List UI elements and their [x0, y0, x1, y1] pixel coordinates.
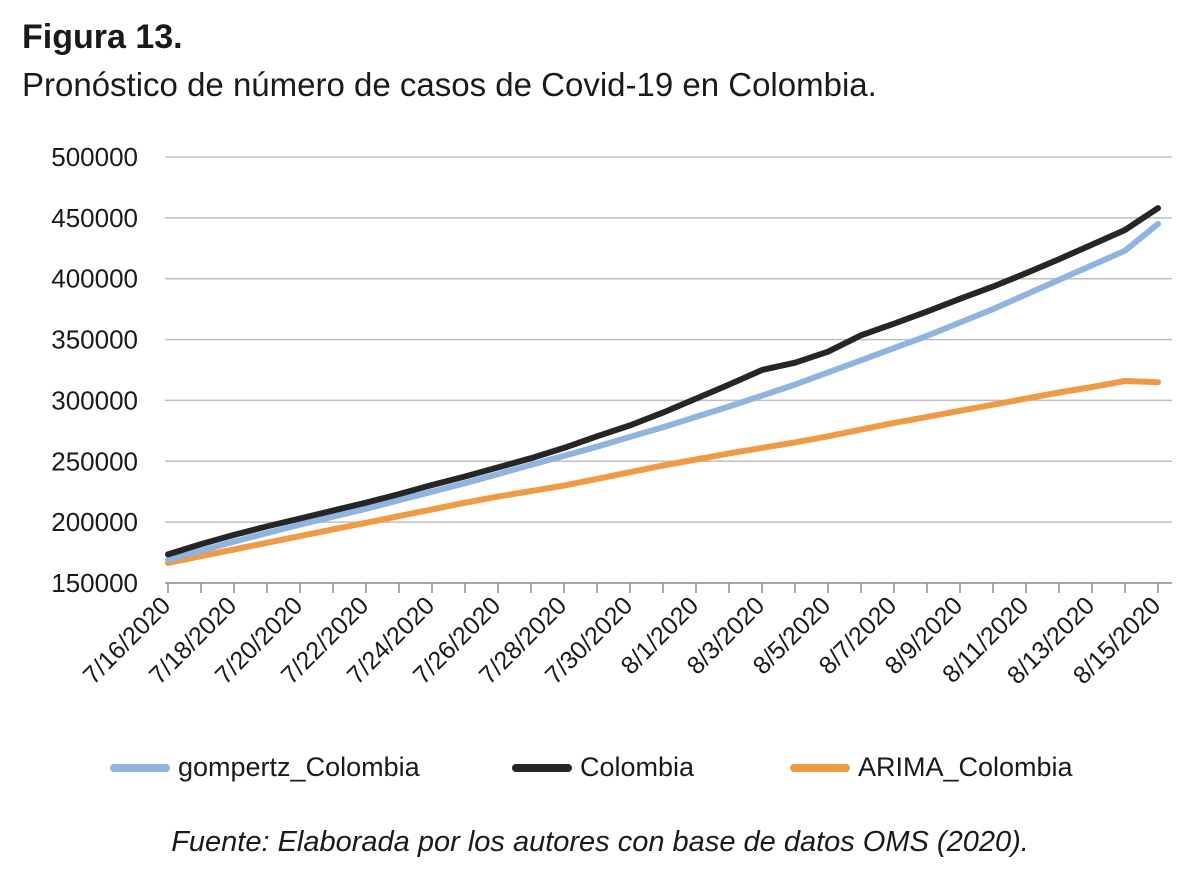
y-tick-label: 200000 [51, 507, 138, 537]
legend-item-gompertz: gompertz_Colombia [110, 752, 420, 783]
y-tick-label: 250000 [51, 446, 138, 476]
legend-item-arima: ARIMA_Colombia [790, 752, 1073, 783]
legend-item-colombia: Colombia [512, 752, 694, 783]
y-tick-label: 150000 [51, 568, 138, 598]
y-tick-label: 450000 [51, 203, 138, 233]
legend-label-gompertz: gompertz_Colombia [178, 752, 420, 782]
figure-title: Pronóstico de número de casos de Covid-1… [22, 66, 877, 103]
y-tick-label: 300000 [51, 385, 138, 415]
legend-label-arima: ARIMA_Colombia [858, 752, 1073, 782]
y-tick-label: 500000 [51, 142, 138, 172]
chart-legend: gompertz_Colombia Colombia ARIMA_Colombi… [0, 752, 1200, 792]
series-line-colombia [165, 205, 1161, 558]
figure-label: Figura 13. [22, 18, 183, 56]
series-line-arima-colombia [165, 378, 1161, 566]
series-line-gompertz-colombia [165, 220, 1161, 563]
legend-swatch-arima [790, 763, 850, 772]
legend-label-colombia: Colombia [580, 752, 695, 782]
line-chart: 150000 200000 250000 300000 350000 400000 4500… [51, 142, 1172, 690]
figure-source: Fuente: Elaborada por los autores con ba… [171, 826, 1029, 858]
y-tick-label: 400000 [51, 264, 138, 294]
y-tick-label: 350000 [51, 325, 138, 355]
legend-swatch-gompertz [110, 763, 170, 772]
legend-swatch-colombia [512, 763, 572, 772]
